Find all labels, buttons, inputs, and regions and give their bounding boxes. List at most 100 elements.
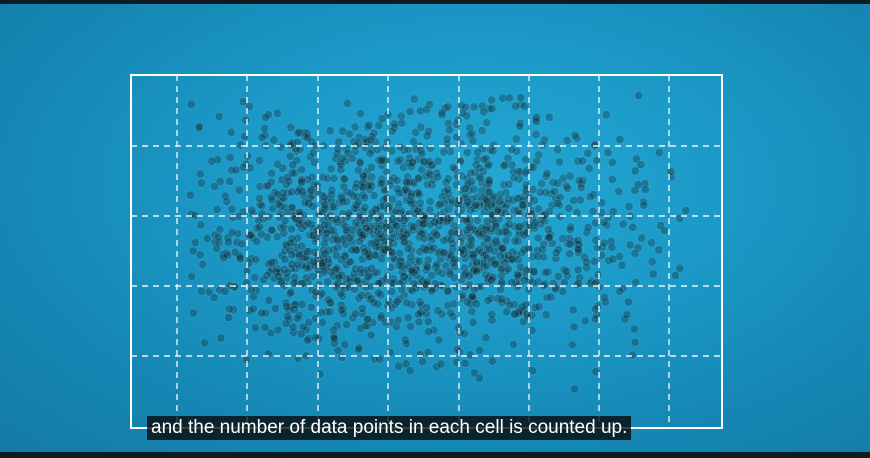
- data-point: [562, 135, 572, 145]
- data-point: [276, 201, 286, 212]
- data-point: [307, 191, 317, 201]
- data-point: [432, 230, 442, 240]
- data-point: [294, 218, 304, 229]
- data-point: [517, 248, 527, 258]
- data-point: [298, 254, 308, 264]
- data-point: [197, 286, 207, 296]
- data-point: [471, 160, 481, 170]
- data-point: [573, 239, 584, 250]
- data-point: [354, 228, 364, 238]
- data-point: [354, 213, 364, 223]
- data-point: [483, 197, 493, 207]
- data-point: [362, 265, 372, 275]
- data-point: [466, 235, 477, 245]
- data-point: [294, 219, 305, 229]
- data-point: [281, 240, 291, 250]
- data-point: [529, 267, 539, 277]
- data-point: [360, 321, 370, 331]
- data-point: [399, 216, 409, 226]
- data-point: [302, 335, 312, 345]
- data-point: [350, 309, 361, 319]
- data-point: [356, 264, 366, 274]
- data-point: [555, 192, 565, 203]
- data-point: [371, 251, 381, 261]
- data-point: [629, 324, 640, 334]
- data-point: [509, 299, 519, 310]
- data-point: [509, 310, 519, 320]
- data-point: [399, 145, 409, 155]
- data-point: [257, 308, 267, 318]
- data-point: [346, 188, 356, 198]
- data-point: [237, 239, 247, 249]
- data-point: [374, 155, 384, 165]
- data-point: [334, 198, 344, 208]
- data-point: [288, 160, 298, 170]
- data-point: [336, 288, 346, 298]
- data-point: [301, 252, 311, 262]
- data-point: [479, 155, 489, 165]
- data-point: [287, 250, 297, 260]
- data-point: [497, 200, 507, 210]
- data-point: [260, 322, 270, 332]
- data-point: [486, 293, 496, 304]
- data-point: [301, 273, 311, 283]
- data-point: [290, 249, 301, 259]
- data-point: [315, 369, 325, 379]
- data-point: [288, 138, 298, 148]
- data-point: [375, 229, 385, 239]
- data-point: [575, 195, 585, 205]
- data-point: [282, 268, 292, 278]
- data-point: [358, 190, 368, 200]
- data-point: [551, 248, 561, 258]
- data-point: [223, 237, 233, 247]
- data-point: [435, 254, 446, 264]
- data-point: [269, 257, 279, 267]
- data-point: [431, 362, 441, 372]
- data-point: [285, 245, 295, 255]
- data-point: [247, 205, 257, 215]
- data-point: [513, 270, 523, 280]
- data-point: [319, 255, 329, 265]
- data-point: [329, 245, 339, 255]
- data-point: [477, 223, 487, 233]
- data-point: [497, 297, 507, 307]
- data-point: [228, 305, 239, 315]
- data-point: [318, 258, 328, 268]
- video-player[interactable]: and the number of data points in each ce…: [0, 4, 870, 452]
- data-point: [433, 156, 443, 166]
- data-point: [531, 217, 541, 227]
- data-point: [263, 110, 274, 120]
- data-point: [308, 230, 318, 240]
- data-point: [297, 299, 307, 310]
- data-point: [263, 181, 273, 191]
- data-point: [334, 270, 344, 281]
- data-point: [553, 244, 563, 255]
- data-point: [367, 172, 377, 182]
- data-point: [374, 241, 385, 251]
- data-point: [407, 286, 417, 296]
- data-point: [535, 219, 546, 229]
- data-point: [202, 234, 212, 244]
- data-point: [630, 166, 640, 176]
- data-point: [472, 154, 483, 164]
- data-point: [521, 186, 531, 196]
- data-point: [406, 252, 416, 262]
- data-point: [527, 310, 537, 321]
- data-point: [483, 273, 493, 283]
- data-point: [376, 233, 386, 243]
- data-point: [531, 112, 542, 123]
- data-point: [554, 157, 565, 167]
- data-point: [333, 264, 343, 275]
- data-point: [415, 349, 425, 360]
- data-point: [514, 306, 524, 317]
- data-point: [509, 221, 520, 232]
- data-point: [471, 226, 481, 236]
- data-point: [399, 260, 409, 271]
- data-point: [462, 217, 472, 227]
- data-point: [514, 174, 524, 184]
- data-point: [570, 130, 580, 140]
- data-point: [518, 200, 529, 210]
- data-point: [335, 158, 345, 168]
- data-point: [444, 249, 455, 259]
- data-point: [476, 173, 486, 183]
